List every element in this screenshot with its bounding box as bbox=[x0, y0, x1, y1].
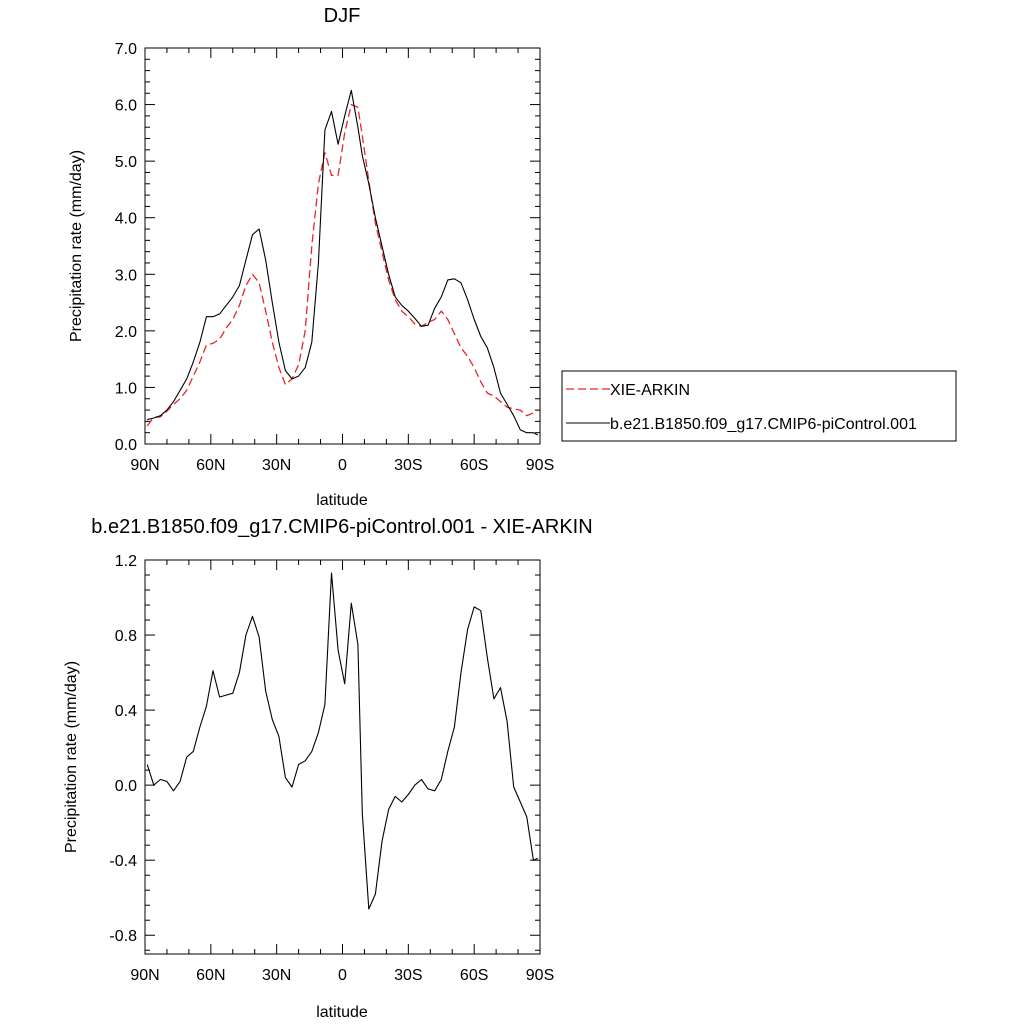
x-tick-labels: 90N 60N 30N 0 30S 60S 90S bbox=[130, 967, 554, 984]
difference-chart: b.e21.B1850.f09_g17.CMIP6-piControl.001 … bbox=[63, 516, 593, 1021]
plot-frame bbox=[144, 559, 541, 955]
x-tick-label: 0 bbox=[338, 967, 347, 984]
y-tick-label: 3.0 bbox=[115, 267, 137, 284]
chart-title: DJF bbox=[324, 5, 361, 27]
y-tick-label: 2.0 bbox=[115, 324, 137, 341]
y-tick-label: -0.8 bbox=[109, 928, 137, 945]
y-tick-label: 0.4 bbox=[115, 703, 137, 720]
y-tick-label: 0.8 bbox=[115, 628, 137, 645]
y-tick-label: 1.2 bbox=[115, 553, 137, 570]
data-series bbox=[146, 572, 539, 910]
y-tick-label: 0.0 bbox=[115, 778, 137, 795]
x-tick-label: 60S bbox=[460, 967, 488, 984]
x-tick-label: 0 bbox=[338, 457, 347, 474]
y-tick-label: 7.0 bbox=[115, 41, 137, 58]
y-tick-label: 1.0 bbox=[115, 380, 137, 397]
y-tick-labels: -0.8 -0.4 0.0 0.4 0.8 1.2 bbox=[109, 553, 137, 945]
legend-label-cmip6: b.e21.B1850.f09_g17.CMIP6-piControl.001 bbox=[610, 416, 917, 433]
plot-frame bbox=[144, 47, 541, 445]
x-axis-label: latitude bbox=[316, 492, 368, 509]
series-line-xie-arkin bbox=[146, 103, 539, 427]
legend: XIE-ARKIN b.e21.B1850.f09_g17.CMIP6-piCo… bbox=[561, 370, 957, 442]
axis-ticks bbox=[144, 559, 541, 954]
y-tick-labels: 0.0 1.0 2.0 3.0 4.0 5.0 6.0 7.0 bbox=[115, 41, 137, 454]
y-tick-label: -0.4 bbox=[109, 853, 137, 870]
legend-label-xie-arkin: XIE-ARKIN bbox=[610, 382, 690, 399]
x-tick-label: 90S bbox=[526, 457, 554, 474]
x-tick-label: 90N bbox=[130, 967, 159, 984]
series-line-difference bbox=[146, 572, 539, 910]
x-tick-label: 90S bbox=[526, 967, 554, 984]
x-tick-label: 30N bbox=[262, 967, 291, 984]
y-axis-label: Precipitation rate (mm/day) bbox=[68, 150, 85, 342]
chart-title: b.e21.B1850.f09_g17.CMIP6-piControl.001 … bbox=[91, 516, 592, 538]
x-tick-label: 30N bbox=[262, 457, 291, 474]
x-tick-label: 30S bbox=[394, 967, 422, 984]
y-tick-label: 4.0 bbox=[115, 211, 137, 228]
data-series bbox=[146, 89, 539, 436]
y-axis-label: Precipitation rate (mm/day) bbox=[63, 661, 80, 853]
x-axis-label: latitude bbox=[316, 1004, 368, 1021]
x-tick-label: 60S bbox=[460, 457, 488, 474]
axis-ticks bbox=[144, 47, 541, 445]
legend-box bbox=[561, 370, 957, 442]
djf-precipitation-chart: DJF 0.0 1.0 2.0 3.0 4.0 5.0 6.0 7.0 90N 60N 30N 0 3… bbox=[68, 5, 957, 509]
series-line-cmip6 bbox=[147, 89, 539, 436]
y-tick-label: 5.0 bbox=[115, 154, 137, 171]
y-tick-label: 6.0 bbox=[115, 98, 137, 115]
x-tick-label: 30S bbox=[394, 457, 422, 474]
y-tick-label: 0.0 bbox=[115, 437, 137, 454]
x-tick-labels: 90N 60N 30N 0 30S 60S 90S bbox=[130, 457, 554, 474]
x-tick-label: 60N bbox=[196, 967, 225, 984]
x-tick-label: 90N bbox=[130, 457, 159, 474]
x-tick-label: 60N bbox=[196, 457, 225, 474]
